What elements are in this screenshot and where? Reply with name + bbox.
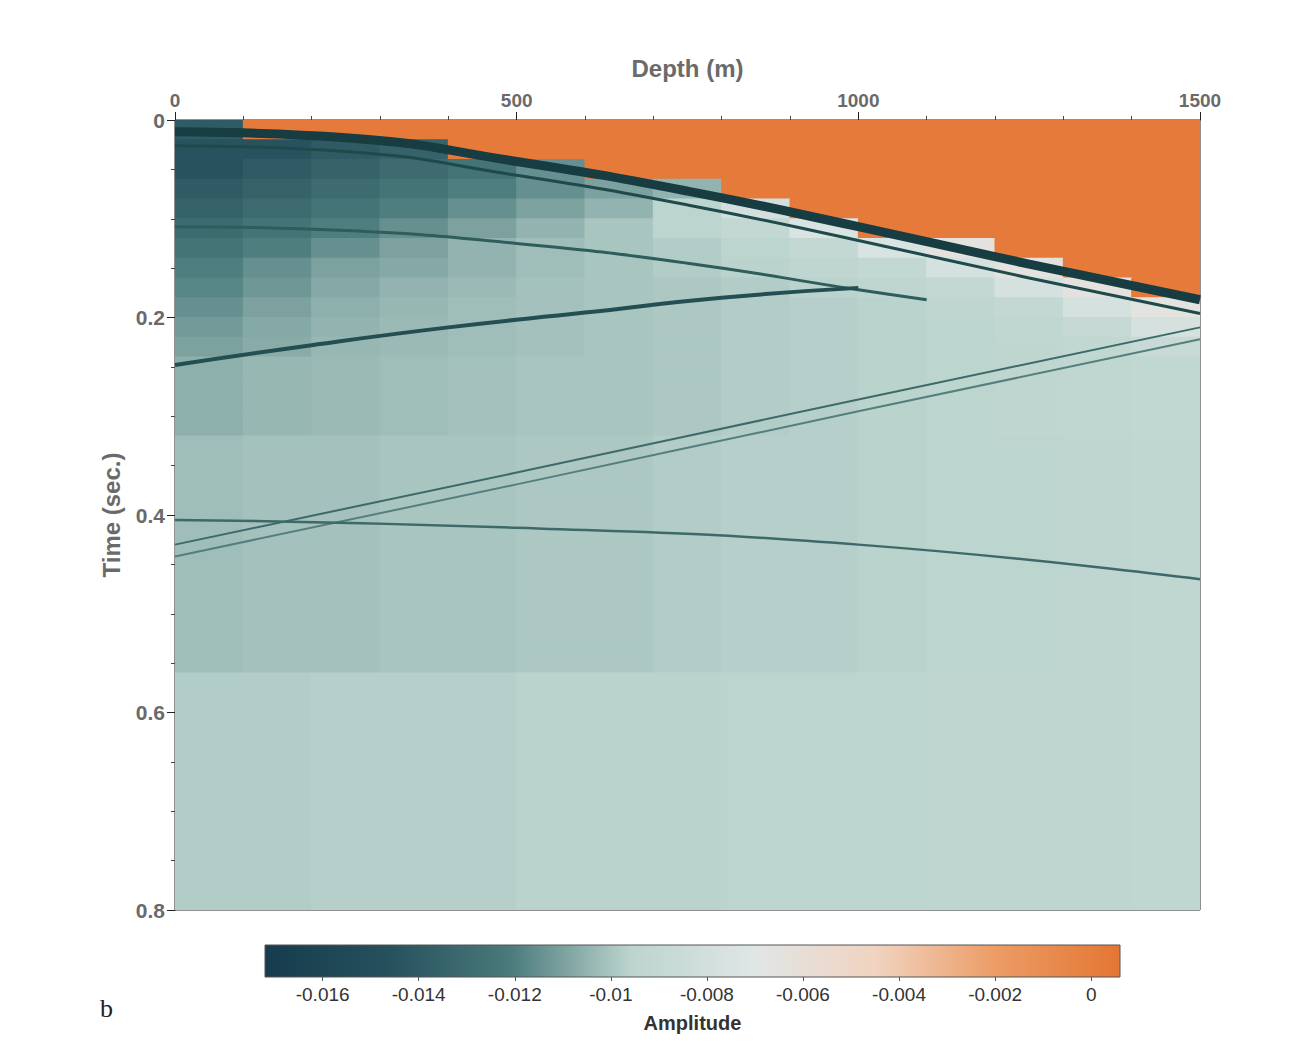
svg-text:b: b	[100, 994, 113, 1023]
svg-text:0: 0	[170, 90, 181, 111]
svg-text:1000: 1000	[837, 90, 879, 111]
svg-text:500: 500	[501, 90, 533, 111]
svg-text:-0.014: -0.014	[392, 984, 446, 1005]
svg-text:Depth (m): Depth (m)	[632, 55, 744, 82]
svg-text:0: 0	[1086, 984, 1097, 1005]
svg-text:Amplitude: Amplitude	[644, 1012, 742, 1034]
svg-text:-0.006: -0.006	[776, 984, 830, 1005]
svg-text:0.8: 0.8	[136, 899, 166, 922]
svg-text:-0.01: -0.01	[589, 984, 632, 1005]
svg-text:-0.016: -0.016	[296, 984, 350, 1005]
svg-text:0.2: 0.2	[136, 306, 165, 329]
svg-text:Time (sec.): Time (sec.)	[98, 453, 125, 578]
svg-text:0: 0	[153, 109, 165, 132]
svg-text:-0.012: -0.012	[488, 984, 542, 1005]
svg-text:1500: 1500	[1179, 90, 1221, 111]
svg-text:-0.004: -0.004	[872, 984, 926, 1005]
svg-text:-0.008: -0.008	[680, 984, 734, 1005]
svg-text:0.6: 0.6	[136, 701, 165, 724]
svg-text:-0.002: -0.002	[968, 984, 1022, 1005]
svg-text:0.4: 0.4	[136, 504, 166, 527]
